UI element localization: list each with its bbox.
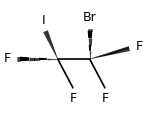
Text: Br: Br [83,11,97,24]
Text: F: F [69,92,77,105]
Text: F: F [135,40,142,53]
Text: F: F [101,92,108,105]
Text: F: F [3,53,11,65]
Text: I: I [42,14,46,27]
